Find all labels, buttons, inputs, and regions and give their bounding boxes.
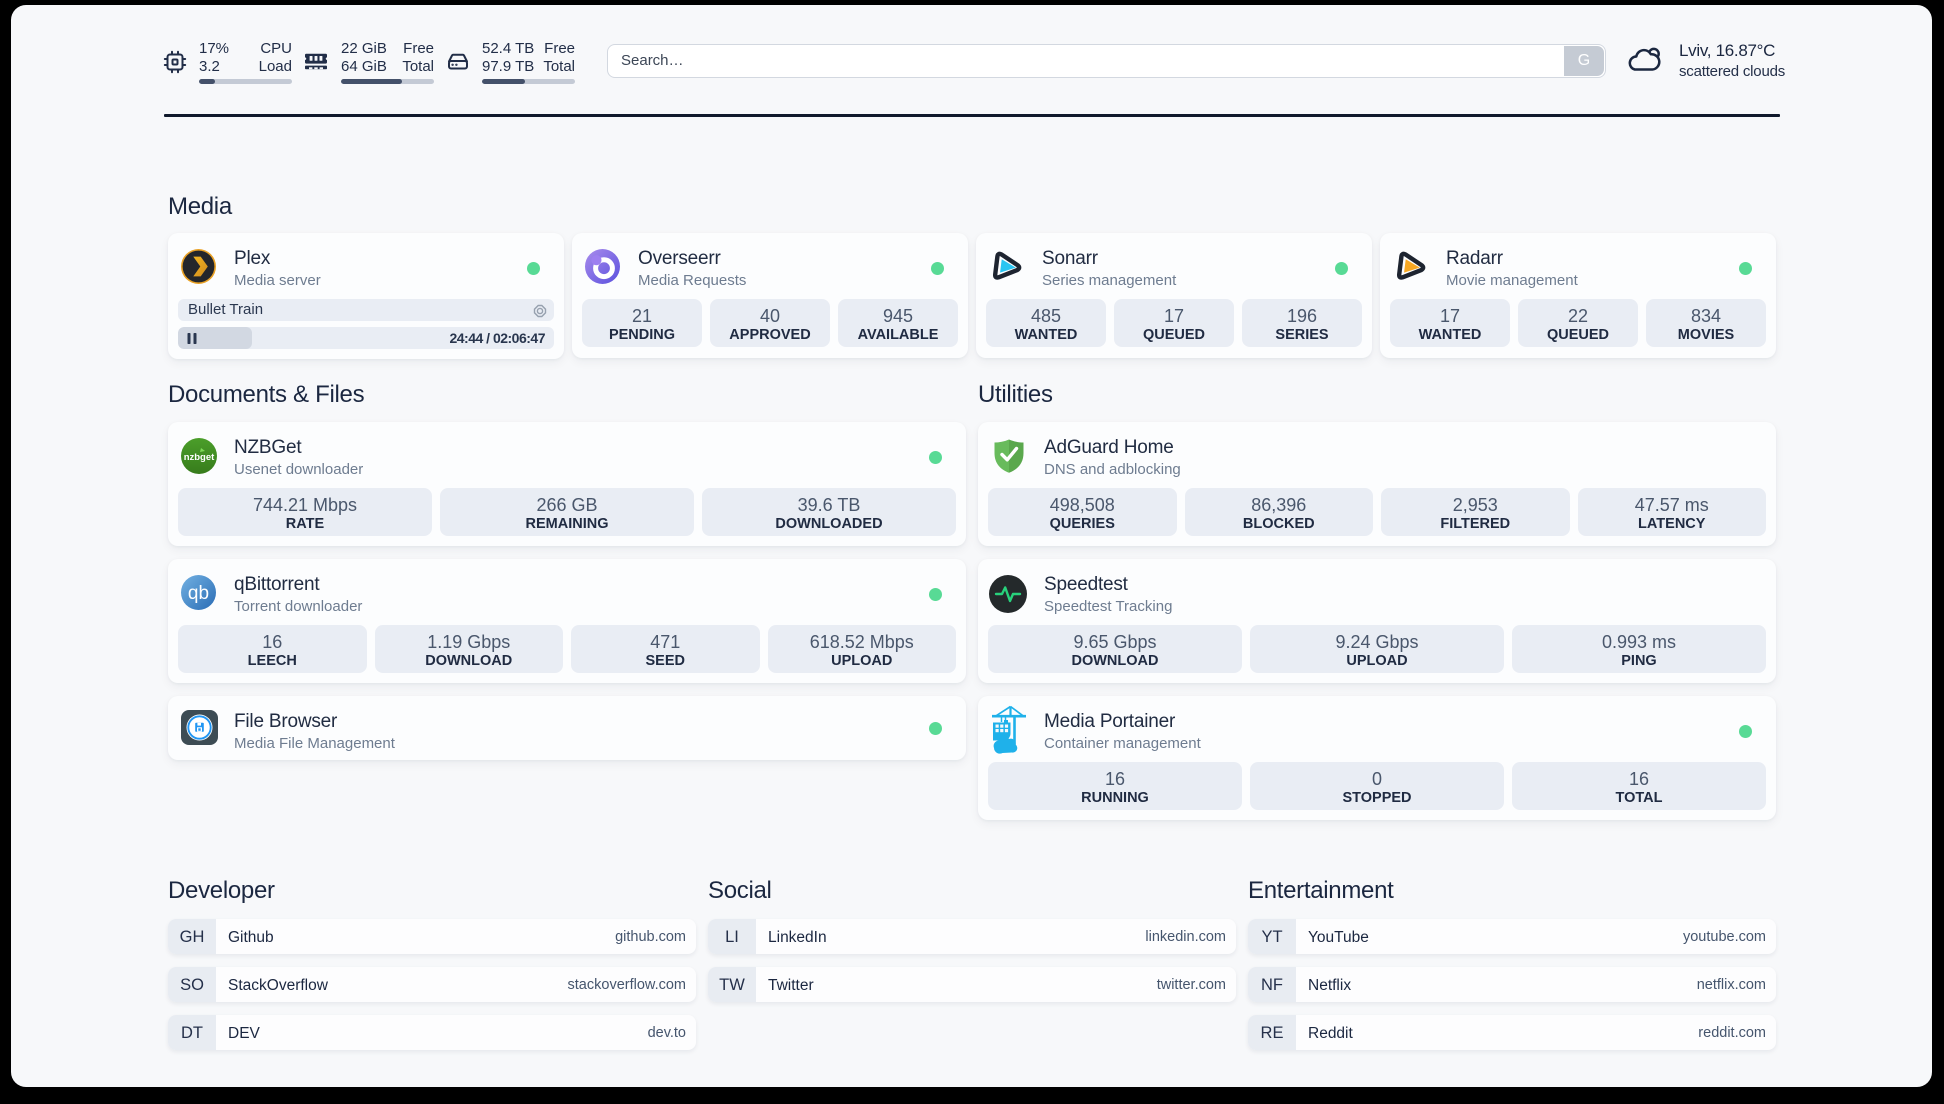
svg-text:qb: qb — [188, 583, 209, 604]
svg-text:nzbget: nzbget — [184, 452, 215, 463]
